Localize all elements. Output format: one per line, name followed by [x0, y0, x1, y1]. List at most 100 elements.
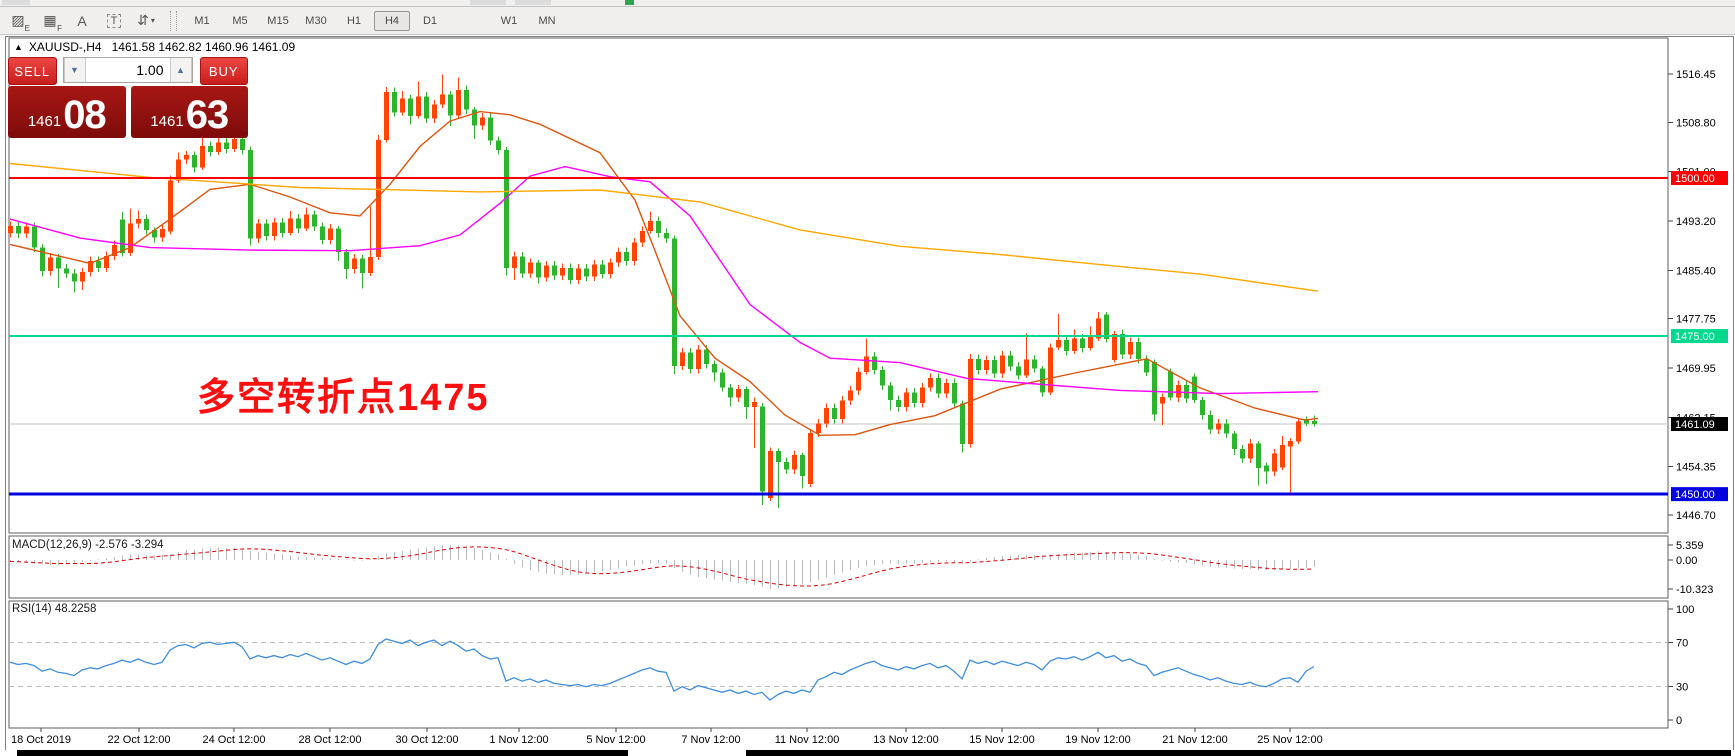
timeframe-w1[interactable]: W1 — [500, 14, 518, 27]
rsi-pane[interactable] — [8, 600, 1669, 729]
candle-down — [584, 268, 589, 277]
candle-up — [1000, 355, 1005, 374]
price-axis[interactable]: 1516.451508.801501.001493.201485.401477.… — [1668, 69, 1728, 522]
candle-down — [664, 233, 669, 239]
candle-up — [824, 408, 829, 424]
candle-up — [1088, 334, 1093, 349]
timeframe-m5[interactable]: M5 — [232, 14, 248, 27]
candle-down — [1184, 384, 1189, 399]
timeframe-m30[interactable]: M30 — [305, 14, 327, 27]
chart-styles-icon[interactable]: ▨ E — [11, 12, 30, 33]
macd-pane[interactable] — [8, 535, 1669, 599]
volume-decrease-button[interactable]: ▼ — [63, 58, 86, 82]
text-label-icon[interactable]: T — [100, 9, 128, 33]
candle-up — [616, 251, 621, 263]
candle-down — [832, 408, 837, 419]
sell-button[interactable]: SELL — [8, 57, 57, 85]
price-marker-label: 1500.00 — [1675, 173, 1715, 185]
candle-up — [848, 390, 853, 401]
candle-down — [96, 260, 101, 268]
candle-down — [152, 229, 157, 238]
candle-up — [168, 180, 173, 232]
candle-up — [440, 94, 445, 105]
price-marker-label: 1450.00 — [1675, 489, 1715, 501]
date-tick-label: 19 Nov 12:00 — [1065, 734, 1130, 746]
rsi-tick-label: 100 — [1676, 604, 1694, 616]
candle-up — [368, 257, 373, 273]
buy-button[interactable]: BUY — [199, 57, 248, 85]
buy-quote[interactable]: 1461 63 — [130, 86, 248, 138]
candle-down — [224, 142, 229, 149]
timeframe-mn[interactable]: MN — [538, 14, 556, 27]
volume-input[interactable] — [85, 58, 170, 82]
candle-down — [1224, 423, 1229, 434]
candle-up — [856, 372, 861, 391]
candle-up — [376, 140, 381, 258]
candle-down — [880, 370, 885, 386]
timeframe-h4[interactable]: H4 — [374, 10, 410, 31]
candle-down — [408, 98, 413, 117]
candle-down — [568, 267, 573, 280]
date-tick-label: 24 Oct 12:00 — [203, 734, 266, 746]
date-axis[interactable]: 18 Oct 2019 22 Oct 12:00 24 Oct 12:00 28 Oc… — [11, 728, 1323, 746]
candle-up — [112, 245, 117, 256]
candle-down — [120, 219, 125, 254]
candle-up — [272, 222, 277, 237]
collapse-icon[interactable]: ▲ — [14, 42, 23, 52]
candle-down — [312, 214, 317, 227]
candle-down — [392, 92, 397, 113]
timeframe-bar: M1 M5 M15 M30 H1 H4 D1 W1 MN — [183, 10, 566, 31]
candle-up — [984, 360, 989, 371]
candle-up — [752, 401, 757, 407]
candle-up — [928, 377, 933, 388]
macd-indicator: 5.359 0.00 -10.323 — [9, 540, 1713, 596]
candle-down — [704, 349, 709, 364]
candle-down — [896, 399, 901, 407]
one-click-trading-panel: SELL ▼ ▲ BUY 1461 08 1461 63 — [8, 57, 248, 138]
price-tick-label: 1446.70 — [1676, 510, 1716, 522]
candle-up — [304, 214, 309, 229]
candle-up — [160, 229, 165, 238]
date-tick-label: 30 Oct 12:00 — [396, 734, 459, 746]
rsi-value: 48.2258 — [54, 603, 97, 615]
candle-up — [816, 423, 821, 433]
candle-down — [16, 226, 21, 234]
timeframe-m1[interactable]: M1 — [194, 14, 210, 27]
candle-up — [216, 142, 221, 153]
candle-up — [456, 90, 461, 116]
candle-down — [624, 251, 629, 261]
candle-down — [1312, 420, 1317, 425]
chart-title-row: ▲ XAUUSD-,H4 1461.58 1462.82 1460.96 146… — [14, 40, 295, 54]
arrange-icon[interactable]: ⇵ ▾ — [137, 12, 155, 28]
timeframe-m15[interactable]: M15 — [267, 14, 289, 27]
grid-icon[interactable]: ▦ F — [43, 12, 62, 33]
sell-price-base: 1461 — [27, 113, 62, 130]
candle-up — [8, 226, 13, 234]
candle-down — [800, 454, 805, 476]
candle-down — [952, 382, 957, 404]
font-icon[interactable]: A — [77, 12, 87, 29]
candle-down — [872, 356, 877, 371]
main-pane[interactable] — [8, 37, 1669, 534]
candle-down — [504, 150, 509, 268]
candle-up — [640, 231, 645, 243]
candle-down — [1008, 355, 1013, 367]
toolbar-separator[interactable] — [170, 10, 177, 31]
candle-up — [128, 223, 133, 254]
chart-annotation-text[interactable]: 多空转折点1475 — [197, 377, 490, 419]
volume-increase-button[interactable]: ▲ — [169, 58, 192, 82]
candle-up — [256, 223, 261, 239]
timeframe-h1[interactable]: H1 — [346, 14, 362, 27]
date-tick-label: 1 Nov 12:00 — [489, 734, 548, 746]
price-tick-label: 1454.35 — [1676, 462, 1716, 474]
candle-up — [512, 256, 517, 268]
candle-up — [1072, 338, 1077, 352]
toolbar-fragment — [470, 0, 506, 5]
timeframe-d1[interactable]: D1 — [422, 14, 438, 27]
macd-label: MACD(12,26,9) -2.576 -3.294 — [12, 539, 164, 551]
candle-up — [576, 268, 581, 280]
candle-up — [648, 221, 653, 232]
candle-up — [80, 272, 85, 282]
sell-quote[interactable]: 1461 08 — [8, 86, 126, 138]
